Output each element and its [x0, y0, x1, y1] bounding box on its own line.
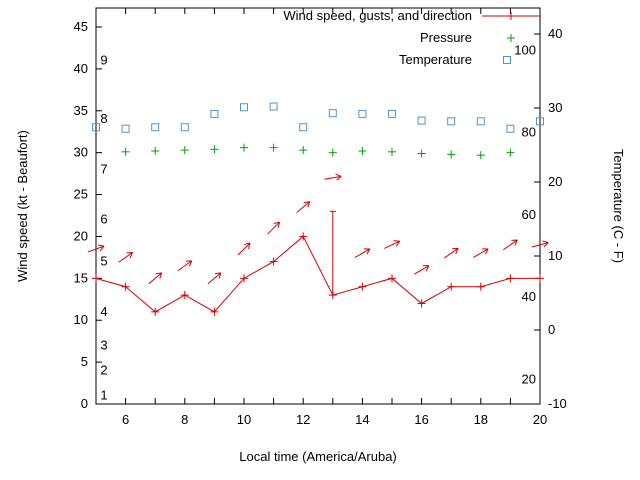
x-tick-label: 14 — [355, 412, 369, 427]
beaufort-label: 3 — [100, 337, 107, 352]
y-axis-left: 0 5 10 15 20 25 30 35 40 45 — [74, 19, 102, 411]
beaufort-label: 9 — [100, 53, 107, 68]
right-tick-label: 10 — [548, 248, 562, 263]
beaufort-label: 5 — [100, 254, 107, 269]
plot-frame — [95, 7, 541, 405]
x-tick-label: 16 — [414, 412, 428, 427]
fahrenheit-label: 100 — [514, 42, 536, 57]
fahrenheit-scale: 20 40 60 80 100 — [514, 42, 536, 386]
right-tick-label: 40 — [548, 26, 562, 41]
beaufort-scale: 1 2 3 4 5 6 7 8 9 — [100, 53, 107, 403]
beaufort-label: 8 — [100, 111, 107, 126]
beaufort-label: 4 — [100, 304, 107, 319]
left-axis-title: Wind speed (kt - Beaufort) — [15, 130, 30, 282]
legend-label: Wind speed, gusts, and direction — [283, 8, 472, 23]
x-tick-label: 6 — [122, 412, 129, 427]
beaufort-label: 7 — [100, 161, 107, 176]
fahrenheit-label: 60 — [522, 207, 536, 222]
left-tick-label: 5 — [81, 354, 88, 369]
beaufort-label: 1 — [100, 388, 107, 403]
beaufort-label: 2 — [100, 362, 107, 377]
beaufort-label: 6 — [100, 212, 107, 227]
x-tick-label: 20 — [533, 412, 547, 427]
fahrenheit-label: 80 — [522, 125, 536, 140]
left-tick-label: 25 — [74, 187, 88, 202]
y-axis-right: -10 0 10 20 30 40 — [534, 26, 567, 411]
x-tick-label: 12 — [296, 412, 310, 427]
right-axis-title: Temperature (C - F) — [611, 149, 626, 263]
x-tick-label: 10 — [237, 412, 251, 427]
fahrenheit-label: 40 — [522, 289, 536, 304]
left-tick-label: 10 — [74, 312, 88, 327]
left-tick-label: 35 — [74, 103, 88, 118]
left-tick-label: 20 — [74, 228, 88, 243]
wind-series — [92, 210, 544, 316]
x-tick-label: 8 — [181, 412, 188, 427]
x-tick-label: 18 — [474, 412, 488, 427]
right-tick-label: 0 — [548, 322, 555, 337]
legend-label: Pressure — [420, 30, 472, 45]
right-tick-label: 30 — [548, 100, 562, 115]
legend: Wind speed, gusts, and direction Pressure… — [283, 8, 540, 67]
wind-direction-arrows — [87, 173, 549, 285]
left-tick-label: 0 — [81, 396, 88, 411]
x-axis-title: Local time (America/Aruba) — [239, 449, 397, 464]
x-axis: 6 8 10 12 14 16 18 20 — [95, 8, 547, 427]
right-tick-label: -10 — [548, 396, 567, 411]
left-tick-label: 40 — [74, 61, 88, 76]
right-tick-label: 20 — [548, 174, 562, 189]
left-tick-label: 30 — [74, 145, 88, 160]
pressure-series — [121, 143, 515, 160]
fahrenheit-label: 20 — [522, 371, 536, 386]
left-tick-label: 15 — [74, 270, 88, 285]
left-tick-label: 45 — [74, 19, 88, 34]
temperature-series — [92, 102, 544, 133]
legend-label: Temperature — [399, 52, 472, 67]
